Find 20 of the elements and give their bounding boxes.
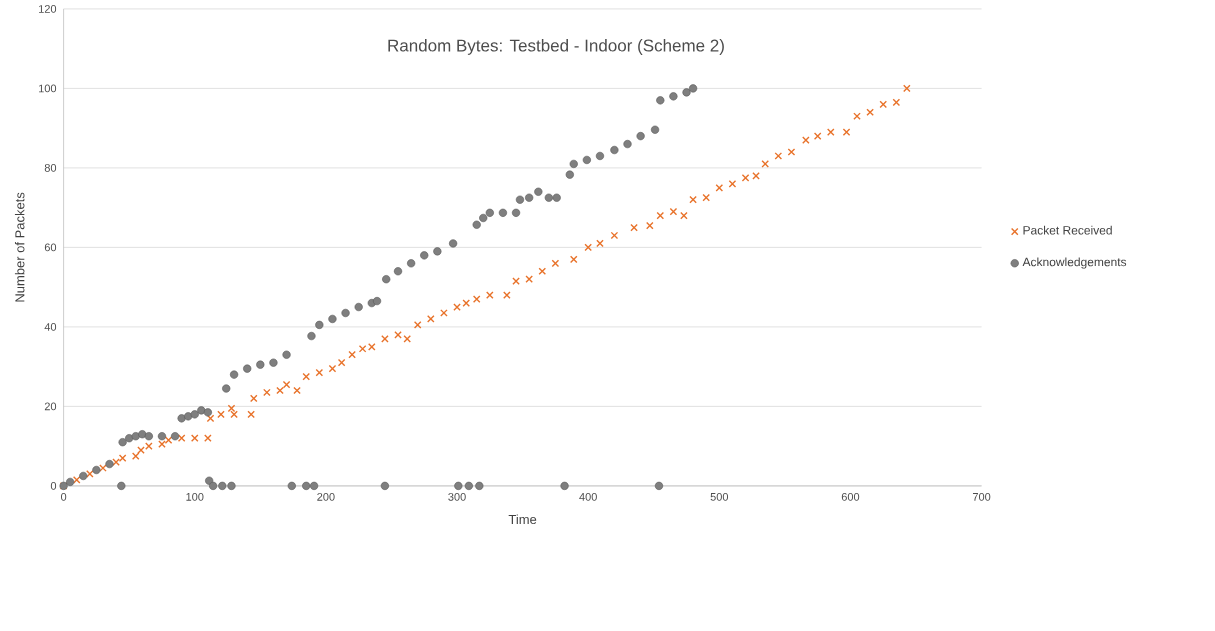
legend-label: Acknowledgements xyxy=(1022,257,1127,269)
x-axis-title: Time xyxy=(508,514,537,525)
legend-label: Packet Received xyxy=(1023,225,1112,235)
y-tick-label: 40 xyxy=(44,323,57,331)
x-tick-label: 100 xyxy=(186,492,204,501)
y-tick-label: 60 xyxy=(44,243,57,252)
x-tick-label: 400 xyxy=(579,492,597,501)
text: Random Bytes: Testbed - Indoor (Scheme 2) xyxy=(388,39,724,55)
x-tick-label: 300 xyxy=(448,492,466,501)
y-tick-label: 20 xyxy=(44,402,57,411)
x-tick-label: 500 xyxy=(710,492,729,501)
x-tick-label: 600 xyxy=(841,492,860,501)
y-tick-label: 0 xyxy=(50,482,57,490)
x-tick-label: 0 xyxy=(60,492,67,501)
x-tick-label: 200 xyxy=(317,492,335,501)
y-tick-label: 80 xyxy=(44,164,57,172)
y-tick-label: 100 xyxy=(39,84,57,93)
x-tick-label: 700 xyxy=(972,492,991,501)
y-tick-label: 120 xyxy=(39,5,57,13)
y-axis-title: Number of Packets xyxy=(14,192,25,302)
